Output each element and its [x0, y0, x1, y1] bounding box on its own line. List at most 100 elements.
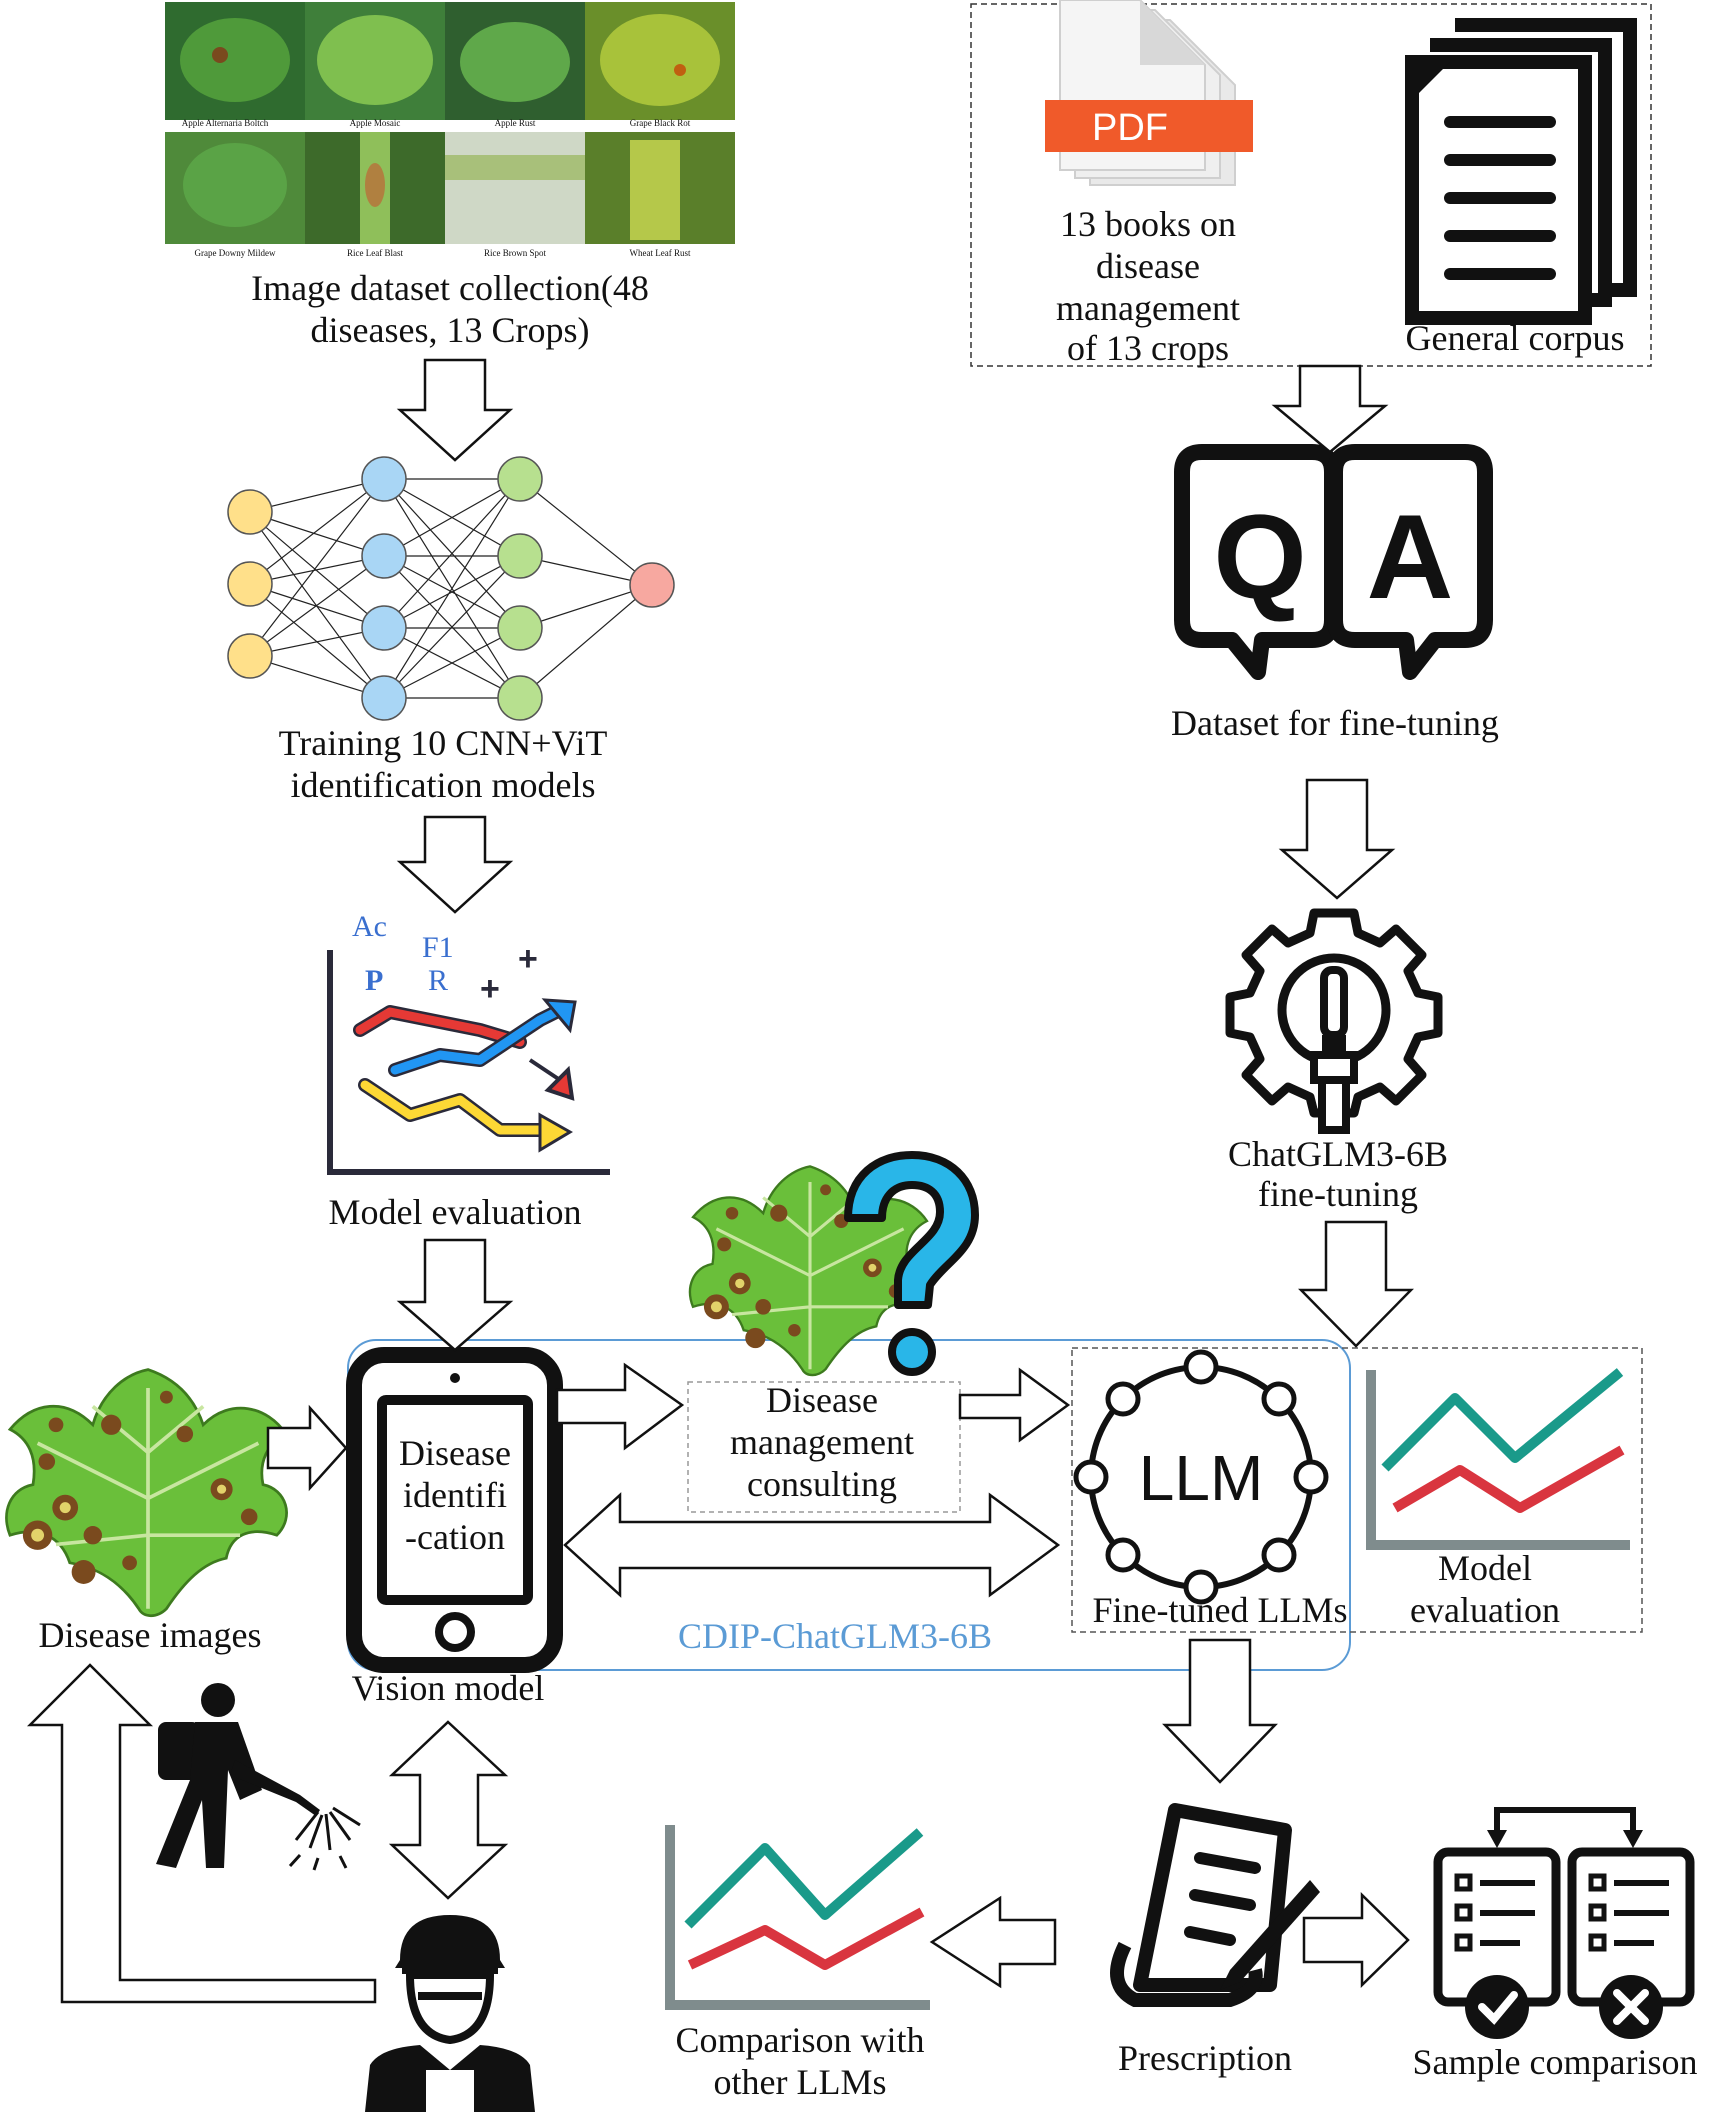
thumb-caption: Grape Black Rot [630, 118, 691, 128]
arrow-down [396, 815, 514, 914]
training-label: identification models [291, 765, 596, 805]
nn-input-node [227, 633, 273, 679]
qa-q-letter: Q [1213, 490, 1306, 624]
cdip-system-label: CDIP-ChatGLM3-6B [678, 1616, 992, 1656]
arrow-right [958, 1367, 1071, 1443]
finetune-label: ChatGLM3-6B [1228, 1134, 1448, 1174]
vision-model-label: Vision model [352, 1668, 545, 1708]
phone-icon [346, 1347, 563, 1673]
arrow-down [1271, 364, 1389, 454]
metric-ac-label: Ac [352, 910, 387, 943]
arrow-right [555, 1362, 685, 1451]
comparison-label: other LLMs [714, 2062, 887, 2102]
arrow-right [266, 1404, 348, 1492]
qa-icon: Q A [1174, 444, 1493, 680]
phone-screen-text: Disease [399, 1433, 511, 1473]
llm-eval-dashed-box [1071, 1347, 1643, 1633]
consulting-label: Disease [766, 1380, 878, 1420]
metrics-chart-icon: Ac F1 P R + + [327, 910, 610, 1175]
prescription-icon [1110, 1803, 1320, 2007]
nn-hidden-node [361, 675, 407, 721]
arrow-left [929, 1895, 1057, 1989]
arrow-down [1278, 778, 1396, 900]
llm-icon: LLM [1073, 1349, 1329, 1605]
general-corpus-label: General corpus [1406, 318, 1625, 358]
checklist-approved [1433, 1847, 1561, 2039]
document-stack-icon [1405, 18, 1637, 325]
checklist-rejected [1567, 1847, 1695, 2039]
arrow-down [396, 358, 514, 462]
line-chart-icon-right [1366, 1368, 1630, 1550]
nn-hidden-node [361, 605, 407, 651]
nn-hidden-node [361, 456, 407, 502]
finetune-label: fine-tuning [1258, 1174, 1418, 1214]
sample-comparison-icon [1433, 1807, 1695, 2039]
pdf-badge [1045, 100, 1253, 152]
llm-text: LLM [1139, 1442, 1264, 1514]
arrow-down [1298, 1220, 1414, 1348]
flow-arrows [26, 358, 1414, 2004]
metric-f1-label: F1 [422, 931, 454, 964]
thumb-caption: Apple Mosaic [350, 118, 401, 128]
nn-input-node [227, 489, 273, 535]
books-label: management [1056, 288, 1240, 328]
sample-comparison-label: Sample comparison [1413, 2042, 1698, 2082]
plus-sign: + [518, 940, 538, 978]
thumb-caption: Wheat Leaf Rust [630, 248, 691, 258]
fine-tuned-llms-label: Fine-tuned LLMs [1093, 1590, 1348, 1630]
image-dataset-label: Image dataset collection(48 [251, 268, 649, 308]
nn-hidden-node [497, 533, 543, 579]
image-dataset-grid: Apple Alternaria Boltch Apple Mosaic App… [165, 2, 735, 258]
disease-images-label: Disease images [39, 1615, 262, 1655]
thumb-caption: Apple Alternaria Boltch [182, 118, 269, 128]
line-chart-icon-comparison [665, 1825, 930, 2010]
consulting-label: management [730, 1422, 914, 1462]
metric-r-label: R [428, 964, 448, 997]
plus-sign: + [480, 970, 500, 1008]
thumb-caption: Rice Brown Spot [484, 248, 546, 258]
training-label: Training 10 CNN+ViT [279, 723, 608, 763]
farmer-icon [365, 1915, 535, 2112]
finetune-dataset-label: Dataset for fine-tuning [1171, 703, 1499, 743]
books-label: disease [1096, 246, 1200, 286]
model-evaluation-right-label: Model [1438, 1548, 1532, 1588]
books-label: of 13 crops [1067, 328, 1229, 368]
gear-icon [1225, 908, 1443, 1134]
farmer-spraying-icon [156, 1683, 361, 1871]
diseased-leaf-question-icon [688, 1151, 979, 1377]
qa-a-letter: A [1367, 490, 1454, 624]
arrow-right [1302, 1892, 1410, 1988]
pdf-stack-icon: PDF [1045, 0, 1253, 186]
nn-output-node [629, 562, 675, 608]
thumb-caption: Apple Rust [495, 118, 536, 128]
arrow-down [396, 1238, 514, 1352]
nn-hidden-node [497, 605, 543, 651]
thumb-rice-brown-spot [445, 132, 585, 244]
arrow-bidirectional [563, 1492, 1061, 1598]
consulting-label: consulting [747, 1464, 897, 1504]
nn-hidden-node [361, 533, 407, 579]
thumb-caption: Grape Downy Mildew [195, 248, 276, 258]
phone-screen-text: -cation [405, 1517, 505, 1557]
arrow-bidirectional [388, 1720, 509, 1900]
model-evaluation-right-label: evaluation [1410, 1590, 1560, 1630]
nn-connections [247, 478, 653, 699]
image-dataset-label: diseases, 13 Crops) [311, 310, 590, 350]
phone-screen-text: identifi [403, 1475, 507, 1515]
pdf-badge-text: PDF [1092, 107, 1168, 149]
neural-network-icon [227, 456, 675, 721]
nn-hidden-node [497, 456, 543, 502]
comparison-label: Comparison with [676, 2020, 925, 2060]
consulting-box [687, 1381, 961, 1513]
nn-hidden-node [497, 675, 543, 721]
metric-p-label: P [365, 964, 383, 997]
books-label: 13 books on [1060, 204, 1236, 244]
arrow-down [1162, 1638, 1278, 1784]
diseased-leaf-icon [4, 1367, 289, 1618]
thumb-caption: Rice Leaf Blast [347, 248, 403, 258]
prescription-label: Prescription [1118, 2038, 1292, 2078]
nn-input-node [227, 561, 273, 607]
arrow-return [26, 1663, 377, 2004]
